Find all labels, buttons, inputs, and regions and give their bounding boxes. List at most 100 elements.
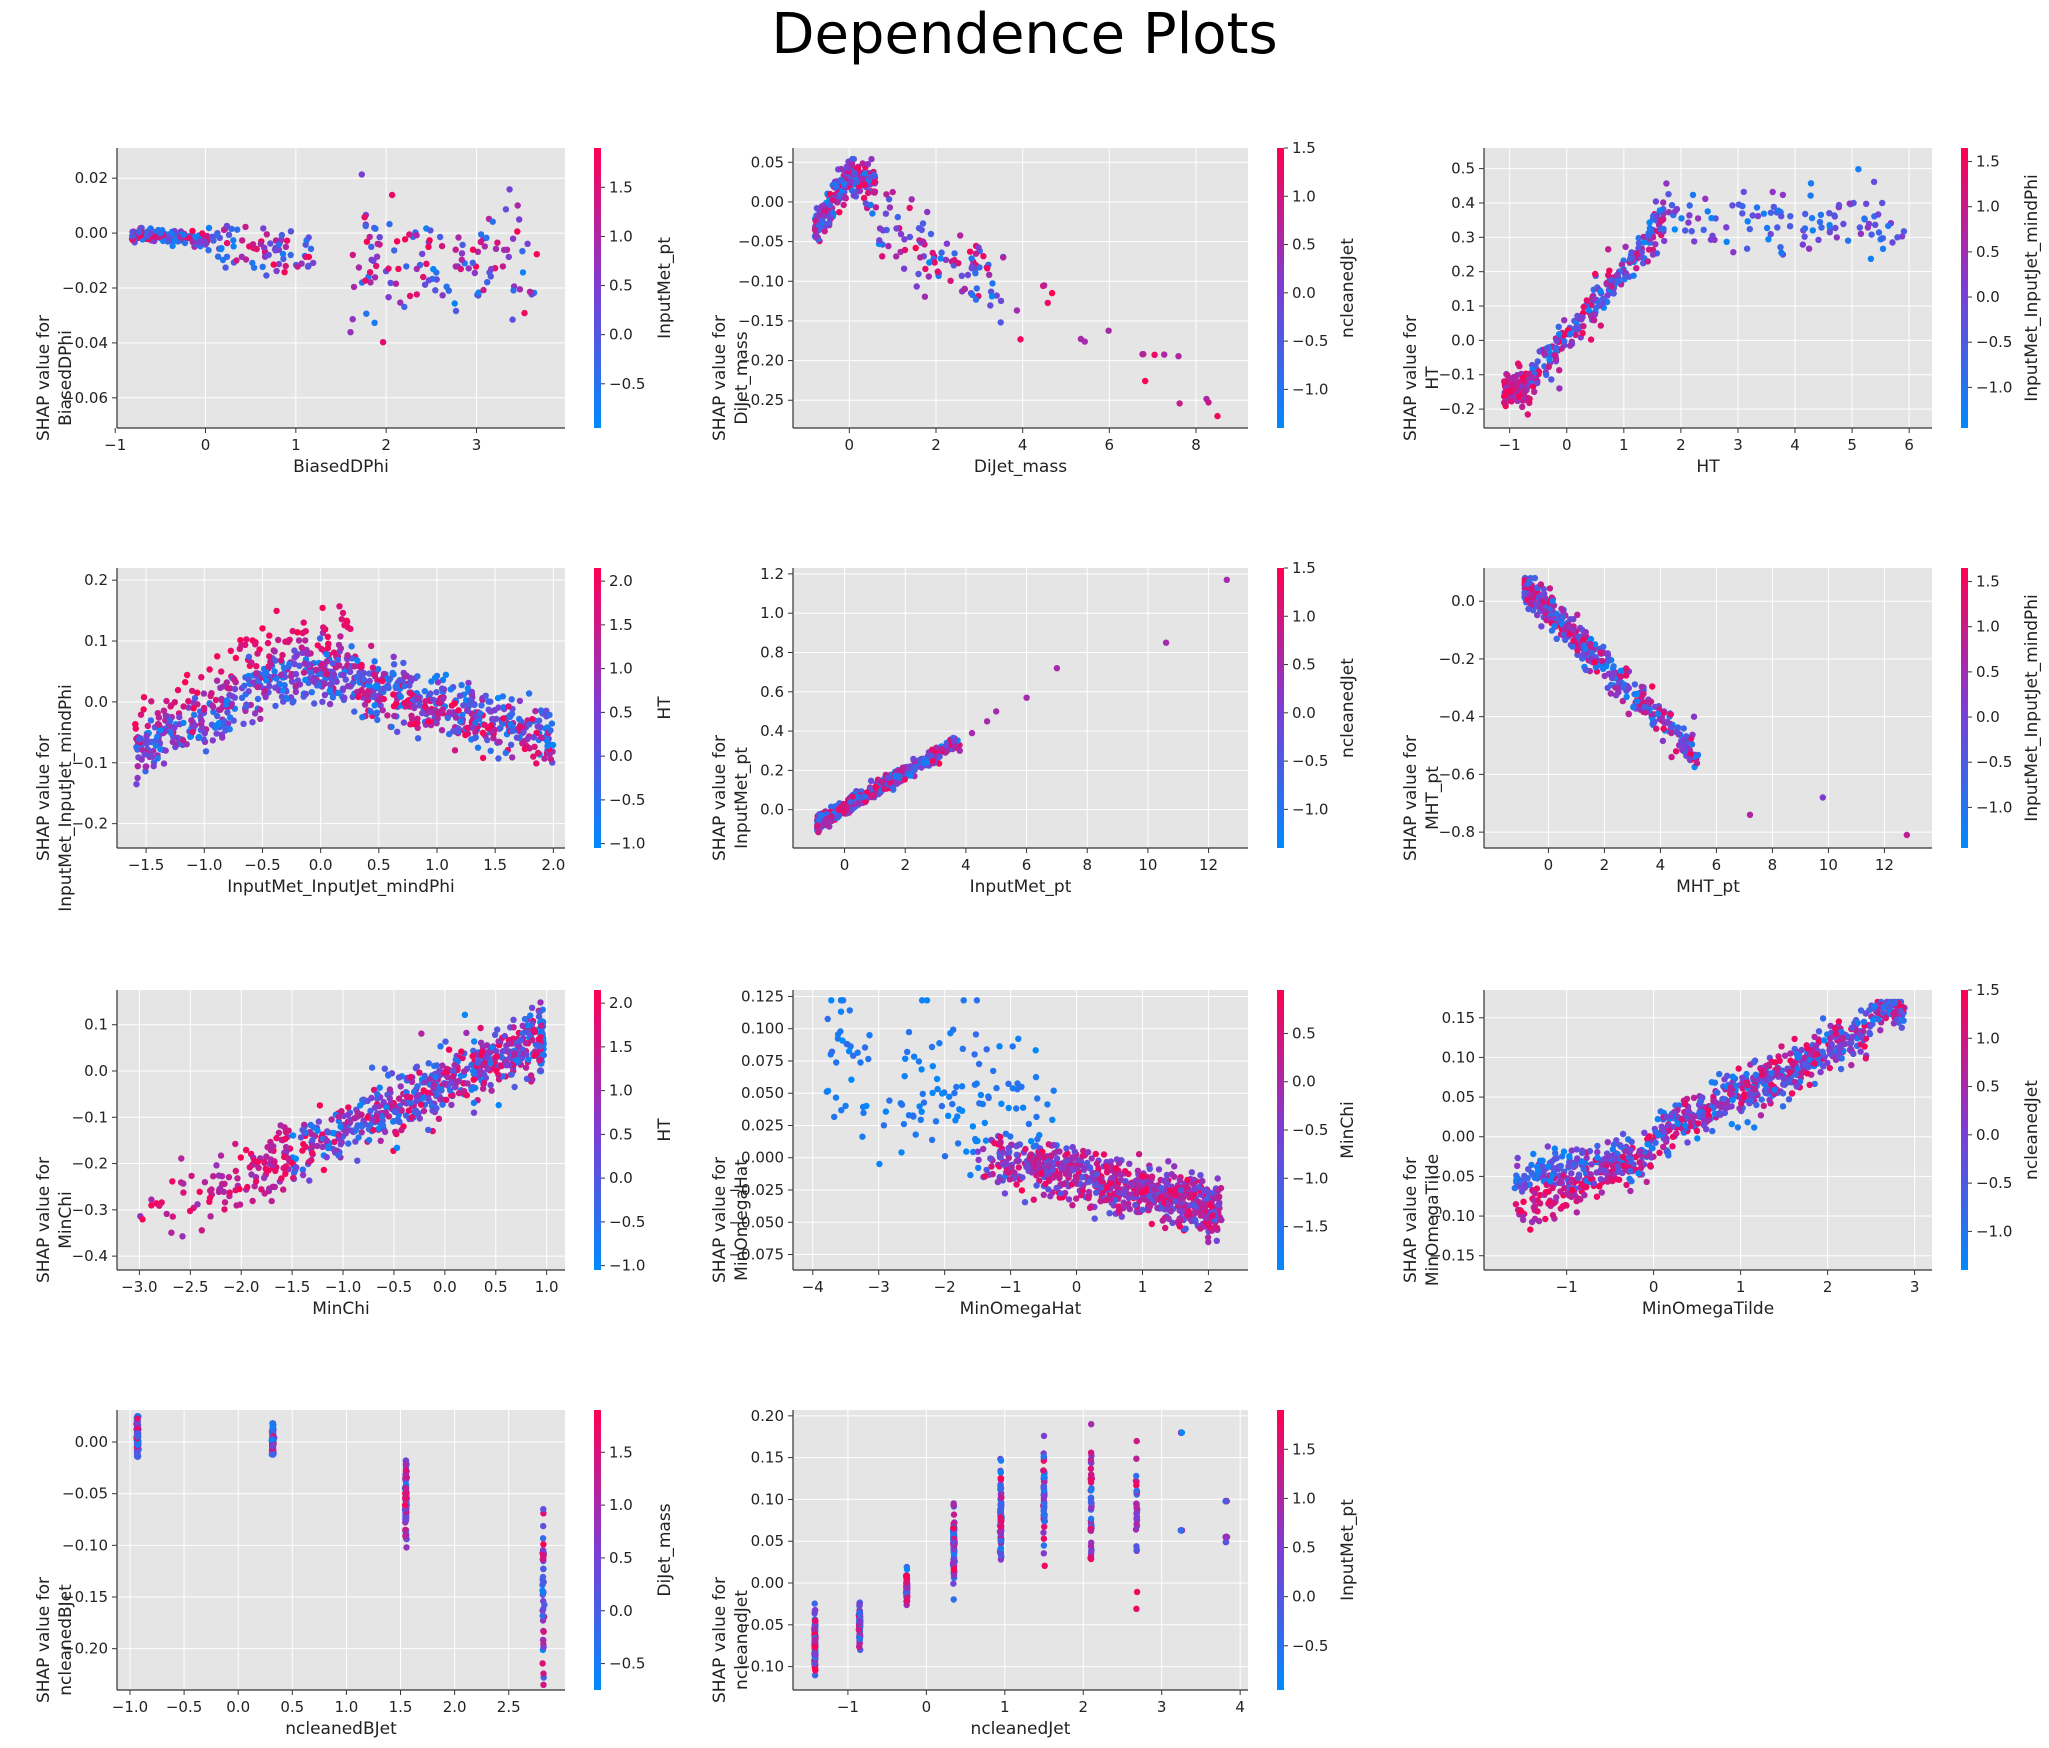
data-point bbox=[246, 1164, 253, 1171]
x-tick-label: 4 bbox=[1656, 856, 1666, 874]
data-point bbox=[268, 1197, 275, 1205]
data-point bbox=[1507, 375, 1515, 383]
data-point bbox=[189, 728, 196, 736]
data-point bbox=[1548, 376, 1555, 383]
data-point bbox=[384, 712, 391, 719]
data-point bbox=[1875, 229, 1883, 236]
data-point bbox=[232, 1167, 239, 1175]
data-point bbox=[535, 717, 543, 724]
data-point bbox=[1030, 1143, 1038, 1150]
data-point bbox=[414, 735, 422, 742]
x-tick-label: 4 bbox=[1018, 436, 1028, 454]
data-point bbox=[938, 1102, 946, 1110]
y-tick-label: 0.00 bbox=[75, 224, 108, 242]
x-axis-label: InputMet_pt bbox=[970, 877, 1072, 897]
data-point bbox=[188, 1172, 195, 1180]
data-point bbox=[432, 1073, 439, 1081]
data-point bbox=[456, 692, 464, 699]
data-point bbox=[1610, 290, 1617, 297]
data-point bbox=[1566, 342, 1574, 349]
data-point bbox=[242, 223, 249, 231]
data-point bbox=[885, 774, 892, 781]
data-point bbox=[1861, 215, 1868, 222]
data-point bbox=[1707, 236, 1715, 243]
data-point bbox=[290, 1174, 297, 1182]
data-point bbox=[821, 228, 828, 235]
data-point bbox=[423, 260, 430, 267]
data-point bbox=[1151, 351, 1158, 358]
data-point bbox=[148, 698, 155, 705]
colorbar-tick-label: −0.5 bbox=[609, 791, 645, 809]
data-point bbox=[178, 1155, 185, 1162]
data-point bbox=[864, 161, 872, 168]
data-point bbox=[343, 1127, 350, 1134]
data-point bbox=[395, 265, 402, 273]
data-point bbox=[1553, 635, 1560, 642]
data-point bbox=[523, 1051, 530, 1058]
colorbar-tick-label: 1.0 bbox=[609, 1082, 633, 1100]
data-point bbox=[307, 245, 315, 252]
data-point bbox=[479, 1085, 487, 1092]
data-point bbox=[850, 192, 857, 199]
data-point bbox=[452, 714, 460, 721]
data-point bbox=[214, 653, 221, 660]
data-point bbox=[1139, 351, 1146, 358]
data-point bbox=[354, 1109, 361, 1116]
data-point bbox=[207, 1213, 214, 1220]
data-point bbox=[972, 1031, 980, 1038]
data-point bbox=[191, 722, 199, 729]
data-point bbox=[471, 269, 478, 277]
data-point bbox=[828, 1048, 836, 1055]
data-point bbox=[234, 226, 241, 233]
data-point bbox=[242, 1146, 250, 1154]
data-point bbox=[367, 279, 374, 286]
data-point bbox=[223, 222, 231, 230]
data-point bbox=[524, 240, 531, 247]
data-point bbox=[1538, 623, 1545, 630]
data-point bbox=[414, 673, 421, 680]
data-point bbox=[834, 199, 841, 206]
data-point bbox=[1815, 236, 1822, 244]
data-point bbox=[1113, 1156, 1121, 1163]
data-point bbox=[1769, 188, 1776, 196]
data-point bbox=[1786, 223, 1794, 230]
data-point bbox=[1680, 725, 1687, 732]
data-point bbox=[530, 733, 537, 741]
data-point bbox=[1546, 585, 1554, 592]
data-point bbox=[451, 1083, 459, 1091]
data-point bbox=[194, 1201, 201, 1208]
colorbar-tick-label: 2.0 bbox=[609, 994, 633, 1012]
data-point bbox=[419, 250, 426, 258]
data-point bbox=[945, 1112, 952, 1120]
data-point bbox=[1689, 191, 1697, 199]
data-point bbox=[299, 1171, 307, 1179]
data-point bbox=[180, 719, 187, 727]
data-point bbox=[260, 671, 268, 678]
data-point bbox=[516, 715, 523, 723]
data-point bbox=[213, 730, 220, 737]
data-point bbox=[228, 225, 235, 232]
data-point bbox=[1802, 210, 1809, 218]
data-point bbox=[323, 1154, 330, 1161]
data-point bbox=[537, 734, 545, 741]
colorbar-tick-label: 1.0 bbox=[609, 227, 633, 245]
data-point bbox=[345, 1104, 352, 1111]
data-point bbox=[836, 209, 843, 216]
data-point bbox=[477, 231, 485, 238]
data-point bbox=[885, 196, 893, 203]
data-point bbox=[326, 687, 333, 695]
data-point bbox=[880, 785, 888, 793]
x-tick-label: 12 bbox=[1875, 856, 1894, 874]
data-point bbox=[1022, 1145, 1029, 1153]
x-tick-label: −1 bbox=[1499, 436, 1521, 454]
x-tick-label: 0.0 bbox=[309, 856, 333, 874]
data-point bbox=[1686, 755, 1693, 763]
data-point bbox=[363, 310, 370, 317]
data-point bbox=[357, 1102, 364, 1109]
data-point bbox=[1553, 344, 1560, 351]
data-point bbox=[811, 226, 819, 234]
data-point bbox=[859, 175, 866, 183]
data-point bbox=[493, 1067, 500, 1075]
data-point bbox=[973, 997, 981, 1004]
data-point bbox=[429, 1107, 436, 1114]
